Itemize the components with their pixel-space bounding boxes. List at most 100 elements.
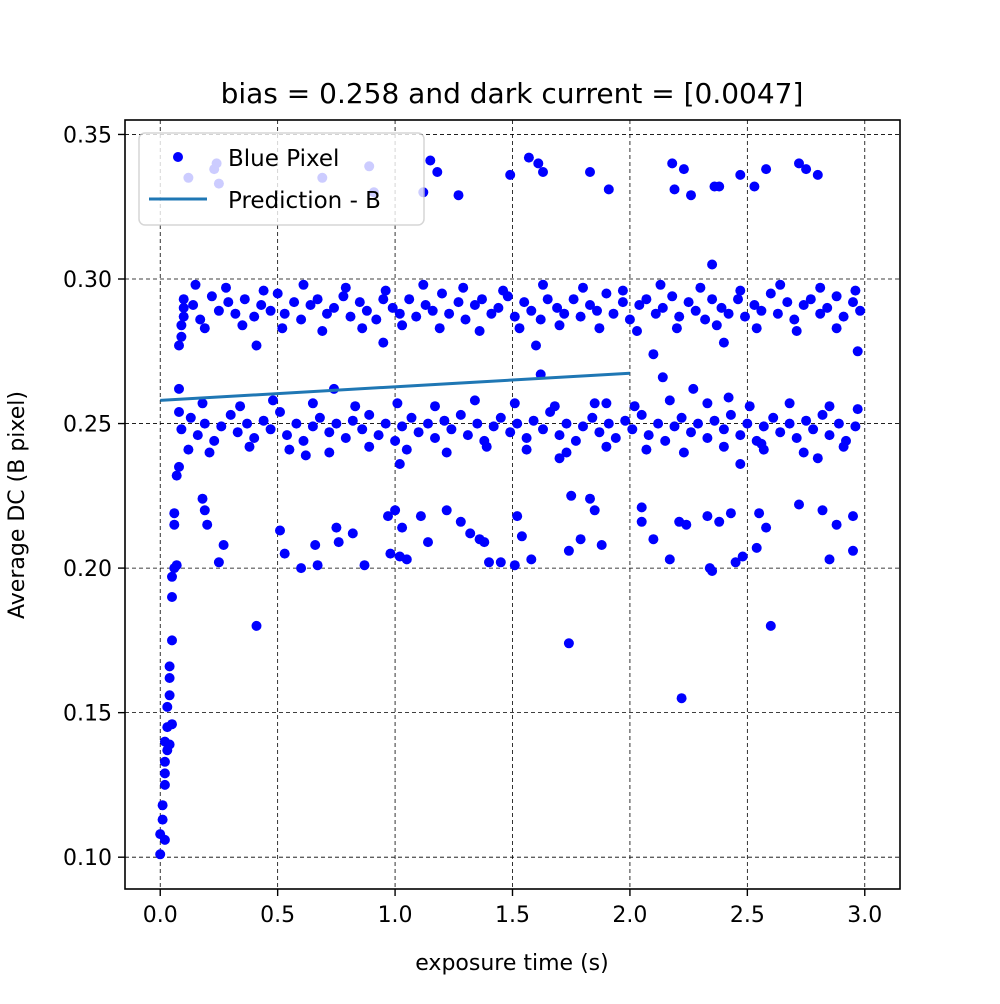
data-point bbox=[460, 314, 471, 325]
data-point bbox=[707, 566, 718, 576]
data-point bbox=[204, 447, 215, 458]
data-point bbox=[549, 401, 560, 412]
data-point bbox=[657, 302, 668, 313]
data-point bbox=[185, 412, 196, 423]
data-point bbox=[718, 424, 729, 435]
data-point bbox=[465, 528, 476, 539]
data-point bbox=[674, 311, 685, 322]
data-point bbox=[401, 554, 412, 565]
y-tick-label: 0.25 bbox=[63, 413, 112, 438]
data-point bbox=[509, 398, 520, 409]
data-point bbox=[159, 768, 170, 779]
data-point bbox=[542, 294, 553, 305]
data-point bbox=[392, 398, 403, 409]
data-point bbox=[505, 169, 516, 180]
data-point bbox=[838, 311, 849, 322]
data-point bbox=[709, 415, 720, 426]
data-point bbox=[284, 444, 295, 455]
data-point bbox=[488, 421, 499, 432]
data-point bbox=[707, 294, 718, 305]
data-point bbox=[347, 528, 358, 539]
data-point bbox=[469, 395, 480, 406]
data-point bbox=[566, 490, 577, 501]
data-point bbox=[265, 424, 276, 435]
data-point bbox=[632, 326, 642, 336]
data-point bbox=[775, 279, 786, 290]
data-point bbox=[655, 279, 666, 290]
data-point bbox=[737, 551, 748, 562]
data-point bbox=[702, 511, 713, 522]
data-point bbox=[643, 430, 654, 441]
data-point bbox=[535, 314, 546, 325]
data-point bbox=[251, 620, 262, 631]
data-point bbox=[413, 427, 424, 438]
data-point bbox=[157, 814, 168, 825]
data-point bbox=[831, 323, 842, 334]
data-point bbox=[822, 302, 833, 313]
data-point bbox=[458, 282, 469, 293]
data-point bbox=[493, 302, 504, 313]
data-point bbox=[164, 739, 175, 750]
data-point bbox=[596, 540, 607, 550]
data-point bbox=[183, 444, 194, 455]
data-point bbox=[681, 519, 692, 530]
data-point bbox=[667, 291, 678, 302]
data-point bbox=[314, 412, 325, 423]
data-point bbox=[176, 331, 187, 342]
data-point bbox=[798, 447, 809, 458]
prediction-line-series bbox=[160, 371, 630, 402]
data-point bbox=[430, 433, 440, 443]
data-point bbox=[711, 320, 722, 331]
data-point bbox=[213, 557, 224, 568]
data-point bbox=[258, 285, 269, 296]
data-point bbox=[648, 349, 659, 360]
data-point bbox=[563, 638, 574, 649]
data-point bbox=[406, 412, 417, 423]
data-point bbox=[578, 282, 588, 293]
data-point bbox=[378, 337, 389, 348]
data-point bbox=[268, 395, 278, 406]
data-point bbox=[364, 409, 375, 420]
data-point bbox=[794, 158, 804, 169]
data-point bbox=[235, 401, 246, 412]
data-point bbox=[514, 323, 525, 334]
data-point bbox=[695, 282, 706, 293]
grid bbox=[125, 120, 900, 889]
data-point bbox=[751, 323, 762, 334]
data-point bbox=[324, 427, 335, 438]
data-point bbox=[775, 427, 786, 438]
data-point bbox=[383, 511, 393, 522]
data-point bbox=[439, 415, 450, 426]
data-point bbox=[765, 288, 776, 299]
data-point bbox=[648, 534, 659, 545]
data-point bbox=[239, 294, 250, 305]
data-point bbox=[394, 308, 405, 319]
data-point bbox=[216, 421, 227, 432]
data-point bbox=[202, 519, 213, 530]
data-point bbox=[568, 294, 579, 305]
data-point bbox=[164, 661, 175, 672]
data-point bbox=[594, 427, 605, 438]
data-point bbox=[232, 427, 243, 438]
data-point bbox=[345, 311, 356, 322]
chart-title: bias = 0.258 and dark current = [0.0047] bbox=[221, 77, 804, 110]
y-tick-label: 0.35 bbox=[63, 123, 112, 148]
data-point bbox=[761, 522, 772, 533]
data-point bbox=[815, 308, 826, 319]
data-point bbox=[159, 834, 170, 845]
data-point bbox=[178, 311, 189, 322]
data-point bbox=[244, 441, 255, 452]
data-point bbox=[221, 282, 231, 293]
data-point bbox=[256, 300, 267, 310]
data-point bbox=[512, 511, 523, 522]
data-point bbox=[735, 169, 746, 180]
data-point bbox=[733, 294, 743, 305]
data-point bbox=[526, 305, 537, 316]
data-point bbox=[815, 282, 826, 293]
data-point bbox=[693, 418, 703, 429]
data-point bbox=[735, 459, 746, 469]
data-point bbox=[585, 493, 595, 504]
data-point bbox=[653, 418, 664, 429]
data-point bbox=[477, 294, 487, 305]
